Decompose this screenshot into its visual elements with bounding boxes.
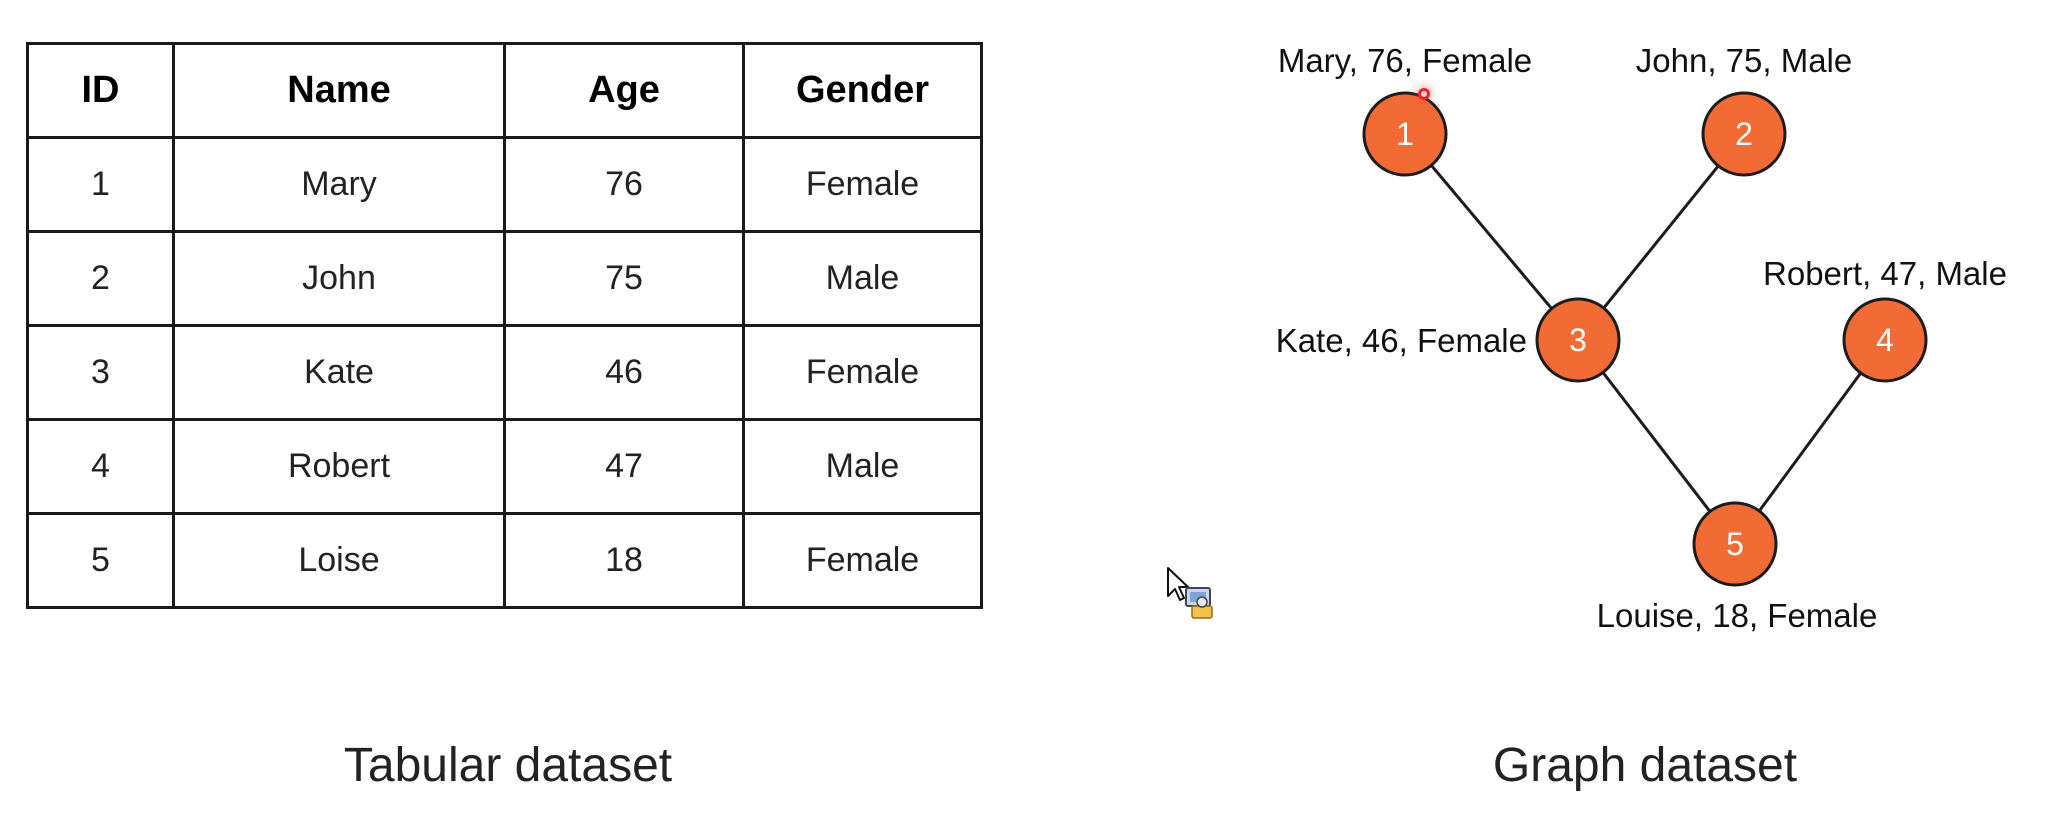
cell-age: 46 — [503, 324, 745, 421]
column-header-id: ID — [26, 42, 175, 139]
graph-node-2 — [1701, 91, 1787, 177]
table-row: 5 Loise 18 Female — [26, 512, 983, 609]
cell-age: 76 — [503, 136, 745, 233]
column-header-name: Name — [172, 42, 506, 139]
table-row: 2 John 75 Male — [26, 230, 983, 327]
cell-name: Robert — [172, 418, 506, 515]
tabular-dataset-caption: Tabular dataset — [343, 739, 673, 792]
cell-gender: Female — [742, 324, 983, 421]
graph-node-id-label: 3 — [1569, 322, 1587, 358]
graph-node-attribute-label: Robert, 47, Male — [1763, 255, 2007, 292]
graph-node-5 — [1692, 501, 1778, 587]
graph-node-id-label: 4 — [1876, 322, 1894, 358]
column-header-age: Age — [503, 42, 745, 139]
graph-node-1 — [1362, 91, 1448, 177]
cell-age: 18 — [503, 512, 745, 609]
pointer-with-screen-icon — [1166, 566, 1218, 622]
click-indicator-dot — [1418, 88, 1430, 100]
graph-node-attribute-label: John, 75, Male — [1636, 42, 1852, 79]
column-header-gender: Gender — [742, 42, 983, 139]
graph-dataset-caption: Graph dataset — [1492, 739, 1798, 792]
graph-node-id-label: 1 — [1396, 116, 1414, 152]
cell-gender: Female — [742, 512, 983, 609]
graph-node-attribute-label: Louise, 18, Female — [1597, 597, 1878, 634]
graph-edge-1-3 — [1403, 133, 1580, 341]
cell-name: John — [172, 230, 506, 327]
graph-node-id-label: 5 — [1726, 526, 1744, 562]
graph-node-id-label: 2 — [1735, 116, 1753, 152]
cell-id: 3 — [26, 324, 175, 421]
tabular-dataset-table: ID Name Age Gender 1 Mary 76 Female 2 Jo… — [26, 42, 983, 609]
cell-gender: Male — [742, 418, 983, 515]
graph-edge-3-5 — [1576, 339, 1737, 545]
cell-id: 1 — [26, 136, 175, 233]
cell-name: Kate — [172, 324, 506, 421]
cell-name: Loise — [172, 512, 506, 609]
graph-edge-4-5 — [1733, 339, 1887, 545]
cell-id: 2 — [26, 230, 175, 327]
graph-node-3 — [1535, 297, 1621, 383]
cell-id: 4 — [26, 418, 175, 515]
cell-gender: Female — [742, 136, 983, 233]
cell-id: 5 — [26, 512, 175, 609]
cell-age: 75 — [503, 230, 745, 327]
table-row: 3 Kate 46 Female — [26, 324, 983, 421]
graph-node-4 — [1842, 297, 1928, 383]
table-header-row: ID Name Age Gender — [26, 42, 983, 139]
cell-age: 47 — [503, 418, 745, 515]
tabular-dataset-table-wrap: ID Name Age Gender 1 Mary 76 Female 2 Jo… — [26, 42, 983, 609]
graph-node-attribute-label: Mary, 76, Female — [1278, 42, 1532, 79]
graph-edge-2-3 — [1576, 133, 1746, 341]
table-row: 1 Mary 76 Female — [26, 136, 983, 233]
table-row: 4 Robert 47 Male — [26, 418, 983, 515]
cell-name: Mary — [172, 136, 506, 233]
graph-node-attribute-label: Kate, 46, Female — [1276, 322, 1527, 359]
cell-gender: Male — [742, 230, 983, 327]
